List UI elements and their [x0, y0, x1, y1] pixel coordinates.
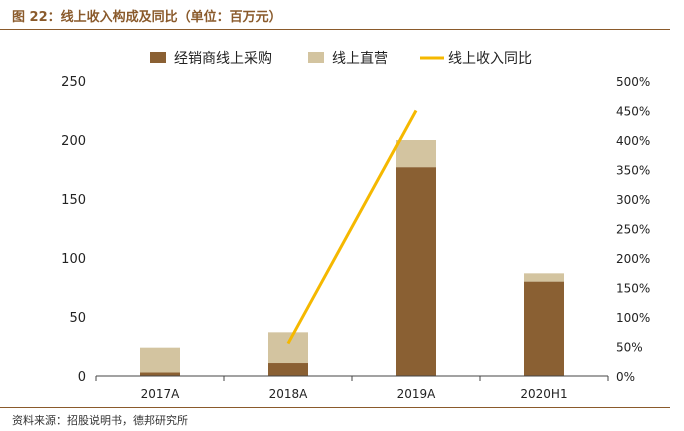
right-tick-label: 50% [616, 341, 643, 355]
right-tick-label: 350% [616, 164, 650, 178]
figure-header: 图 22：线上收入构成及同比（单位：百万元） [0, 0, 684, 30]
legend-label: 线上直营 [332, 50, 388, 67]
yoy-line-series [286, 109, 418, 345]
x-tick-label: 2018A [269, 387, 309, 401]
left-tick-label: 100 [61, 252, 86, 267]
legend-label: 经销商线上采购 [174, 51, 272, 67]
right-tick-label: 0% [616, 370, 635, 384]
bar-online-direct [140, 347, 180, 373]
bar-distributor-online [140, 372, 180, 376]
footer-rule [0, 407, 670, 408]
bar-online-direct [396, 140, 436, 168]
left-tick-label: 150 [61, 193, 86, 208]
right-tick-label: 400% [616, 134, 650, 148]
yoy-line [286, 109, 418, 345]
bar-distributor-online [396, 167, 436, 376]
right-y-axis: 0% 50% 100% 150% 200% 250% 300% 350% 400% 450% 500… [616, 75, 650, 384]
bar-series [140, 140, 564, 376]
x-tick-label: 2017A [141, 387, 181, 401]
right-tick-label: 500% [616, 75, 650, 89]
legend-swatch [150, 52, 166, 63]
right-tick-label: 450% [616, 105, 650, 119]
x-tick-label: 2019A [397, 387, 437, 401]
right-tick-label: 300% [616, 193, 650, 207]
left-tick-label: 200 [61, 134, 86, 149]
left-y-axis: 0 50 100 150 200 250 [61, 75, 86, 385]
bar-distributor-online [268, 363, 308, 376]
legend-item: 经销商线上采购 [150, 51, 272, 67]
title-rule [0, 29, 670, 30]
legend-label: 线上收入同比 [448, 51, 532, 67]
bar-online-direct [524, 273, 564, 282]
legend-item: 线上直营 [308, 50, 388, 67]
chart-legend: 经销商线上采购 线上直营 线上收入同比 [150, 50, 532, 67]
left-tick-label: 50 [69, 311, 86, 326]
left-tick-label: 0 [78, 370, 86, 385]
right-tick-label: 250% [616, 223, 650, 237]
right-tick-label: 150% [616, 282, 650, 296]
x-tick-label: 2020H1 [520, 387, 567, 401]
figure-title: 图 22：线上收入构成及同比（单位：百万元） [12, 10, 282, 25]
legend-swatch [308, 52, 324, 63]
combo-chart: 经销商线上采购 线上直营 线上收入同比 0 50 100 150 200 250 0% 50% 1… [61, 50, 650, 401]
x-axis: 2017A 2018A 2019A 2020H1 [95, 375, 609, 401]
legend-item: 线上收入同比 [420, 51, 532, 67]
bar-online-direct [268, 332, 308, 364]
right-tick-label: 200% [616, 252, 650, 266]
right-tick-label: 100% [616, 311, 650, 325]
source-note: 资料来源：招股说明书，德邦研究所 [12, 414, 188, 427]
bar-distributor-online [524, 281, 564, 376]
left-tick-label: 250 [61, 75, 86, 90]
